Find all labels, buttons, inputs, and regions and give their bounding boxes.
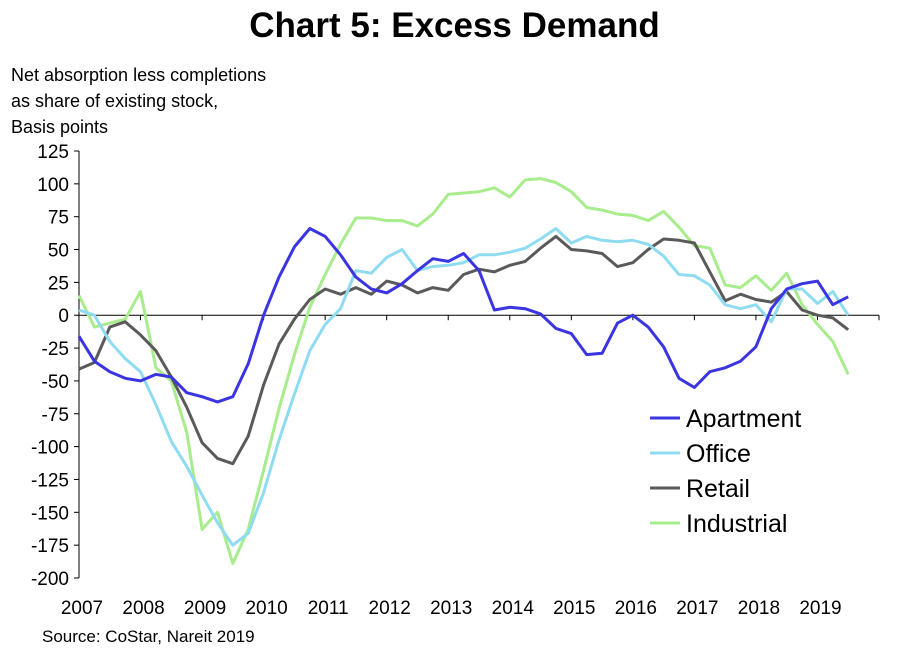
- series-line-industrial: [77, 177, 850, 565]
- y-tick-label: 25: [48, 273, 69, 294]
- y-axis-label: Net absorption less completions as share…: [11, 62, 266, 140]
- y-tick-label: 0: [58, 306, 69, 327]
- x-tick-label: 2013: [430, 598, 472, 619]
- y-tick-label: 100: [37, 175, 69, 196]
- y-tick-label: -25: [42, 339, 69, 360]
- source-note: Source: CoStar, Nareit 2019: [42, 627, 255, 646]
- y-tick-label: 75: [48, 208, 69, 229]
- y-tick-label: -125: [31, 470, 69, 491]
- x-tick-label: 2019: [799, 598, 841, 619]
- y-axis-label-line: as share of existing stock,: [11, 91, 219, 111]
- series-line-retail: [78, 234, 850, 466]
- x-tick-label: 2011: [308, 598, 349, 619]
- x-tick-label: 2009: [184, 598, 226, 619]
- legend-label-office: Office: [686, 440, 751, 468]
- legend-label-industrial: Industrial: [686, 510, 787, 538]
- y-tick-label: -50: [42, 372, 69, 393]
- x-tick-label: 2015: [553, 598, 595, 619]
- y-tick-label: -100: [31, 438, 69, 459]
- y-tick-label: -150: [31, 503, 69, 524]
- y-tick-label: 125: [37, 142, 69, 163]
- axes: 125 100 75 50 25 0 -25 -50 -75 -100 -125 -150 -175 -2…: [31, 142, 880, 619]
- y-axis-label-line: Basis points: [11, 117, 109, 137]
- x-tick-label: 2012: [369, 598, 411, 619]
- legend: Apartment Office Retail Industrial: [650, 405, 801, 538]
- x-tick-label: 2016: [615, 598, 657, 619]
- x-tick-label: 2007: [61, 598, 103, 619]
- y-tick-label: -200: [31, 569, 69, 590]
- legend-label-apartment: Apartment: [686, 405, 801, 433]
- x-tick-label: 2008: [122, 598, 164, 619]
- x-tick-label: 2010: [245, 598, 287, 619]
- y-tick-label: 50: [48, 241, 69, 262]
- series-line-apartment: [77, 227, 849, 404]
- legend-label-retail: Retail: [686, 475, 750, 503]
- x-tick-label: 2014: [492, 598, 535, 619]
- y-tick-label: -75: [42, 405, 69, 426]
- chart-title: Chart 5: Excess Demand: [249, 6, 660, 45]
- y-axis-label-line: Net absorption less completions: [11, 65, 267, 85]
- y-tick-label: -175: [31, 536, 69, 557]
- x-tick-label: 2017: [676, 598, 718, 619]
- series-lines: [77, 177, 850, 565]
- x-tick-label: 2018: [738, 598, 780, 619]
- series-line-office: [78, 227, 850, 547]
